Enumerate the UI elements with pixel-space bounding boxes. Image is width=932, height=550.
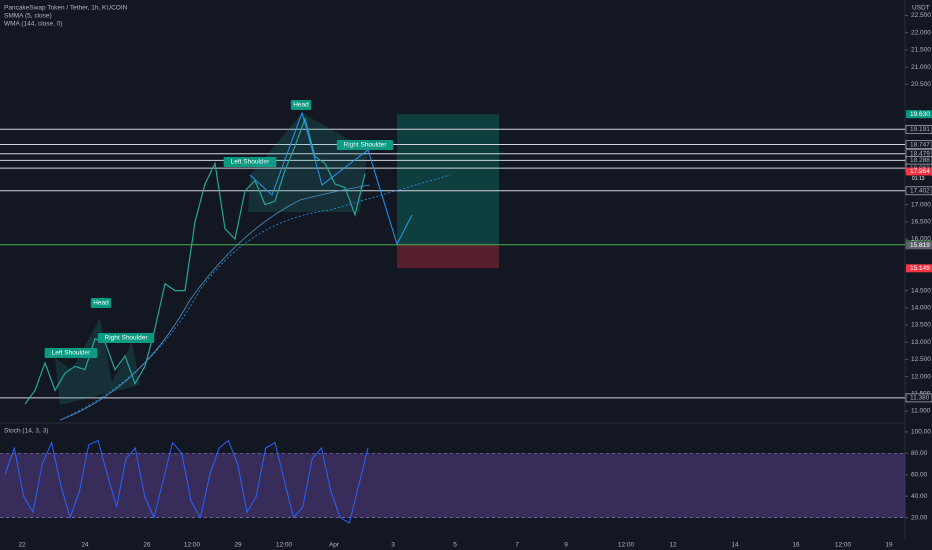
x-tick-label: 14 — [731, 542, 739, 549]
y-tick-label: 100.00 — [911, 429, 931, 436]
stop-zone — [397, 244, 499, 269]
annotation: Left Shoulder — [52, 350, 92, 357]
level-label: 18.288 — [910, 157, 930, 164]
annotation-bg — [223, 157, 277, 167]
price-marker-label: 15.819 — [910, 242, 930, 249]
price-marker — [906, 264, 932, 273]
price-marker-label: 15.149 — [910, 265, 930, 272]
annotation: Head — [93, 300, 109, 307]
x-tick-label: 24 — [81, 542, 89, 549]
level-label: 18.479 — [910, 150, 930, 157]
y-tick-label: 20.500 — [911, 81, 931, 88]
x-tick-label: 5 — [453, 542, 457, 549]
hs-pattern — [248, 113, 368, 212]
y-tick-label: 40.00 — [911, 493, 928, 500]
stoch-title: Stoch (14, 3, 3) — [4, 428, 48, 435]
title: PancakeSwap Token / Tether, 1h, KUCOIN — [4, 5, 128, 12]
price-marker — [906, 110, 932, 119]
countdown: 01:13 — [912, 176, 925, 182]
x-tick-label: 19 — [885, 542, 893, 549]
stoch-band — [0, 453, 905, 518]
annotation: Head — [293, 102, 309, 109]
annotation-bg — [336, 140, 394, 150]
annotation-bg — [97, 333, 155, 343]
level-label-bg — [905, 140, 932, 149]
currency: USDT — [912, 5, 930, 12]
y-tick-label: 11.000 — [911, 408, 931, 415]
y-tick-label: 14.000 — [911, 305, 931, 312]
x-tick-label: 12:00 — [276, 542, 293, 549]
y-tick-label: 21.500 — [911, 47, 931, 54]
indicator: SMMA (5, close) — [4, 13, 52, 20]
annotation-bg — [44, 348, 98, 358]
x-tick-label: 12:00 — [618, 542, 635, 549]
price-marker-label: 17.964 — [910, 168, 930, 175]
y-tick-label: 80.00 — [911, 450, 928, 457]
y-tick-label: 14.500 — [911, 287, 931, 294]
x-tick-label: 16 — [792, 542, 800, 549]
x-tick-label: 22 — [18, 542, 26, 549]
trend-line — [59, 174, 451, 421]
hs-pattern — [55, 318, 140, 405]
y-tick-label: 17.000 — [911, 201, 931, 208]
x-tick-label: 12 — [669, 542, 677, 549]
y-tick-label: 12.000 — [911, 373, 931, 380]
annotation-bg — [290, 100, 312, 110]
level-label-bg — [905, 124, 932, 134]
x-tick-label: 12:00 — [835, 542, 852, 549]
y-tick-label: 22.000 — [911, 29, 931, 36]
level-label: 18.747 — [910, 141, 930, 148]
y-tick-label: 22.500 — [911, 12, 931, 19]
level-label: 17.402 — [910, 188, 930, 195]
y-tick-label: 21.000 — [911, 64, 931, 71]
y-tick-label: 20.00 — [911, 514, 928, 521]
x-tick-label: 7 — [515, 542, 519, 549]
x-tick-label: 26 — [143, 542, 151, 549]
y-tick-label: 16.000 — [911, 236, 931, 243]
level-label-bg — [905, 393, 932, 403]
x-tick-label: 12:00 — [184, 542, 201, 549]
y-tick-label: 13.500 — [911, 322, 931, 329]
stoch-line — [4, 439, 369, 524]
price-marker — [906, 241, 932, 250]
annotation: Left Shoulder — [231, 159, 271, 166]
y-tick-label: 60.00 — [911, 471, 928, 478]
y-tick-label: 16.500 — [911, 219, 931, 226]
price-line — [24, 116, 366, 405]
annotation: Right Shoulder — [344, 142, 388, 149]
target-zone — [397, 114, 499, 245]
annotation-bg — [90, 298, 112, 308]
level-label: 11.380 — [910, 395, 930, 402]
price-marker — [906, 167, 932, 176]
price-marker-label: 19.630 — [910, 111, 930, 118]
y-tick-label: 12.500 — [911, 356, 931, 363]
projection — [249, 111, 413, 246]
x-tick-label: Apr — [329, 542, 340, 549]
annotation: Right Shoulder — [105, 335, 149, 342]
level-label: 19.191 — [910, 126, 930, 133]
x-tick-label: 3 — [391, 542, 395, 549]
indicator: WMA (144, close, 0) — [4, 21, 63, 28]
level-label-bg — [905, 186, 932, 196]
y-tick-label: 13.000 — [911, 339, 931, 346]
x-tick-label: 9 — [564, 542, 568, 549]
x-tick-label: 29 — [234, 542, 242, 549]
wma-line — [59, 184, 371, 421]
